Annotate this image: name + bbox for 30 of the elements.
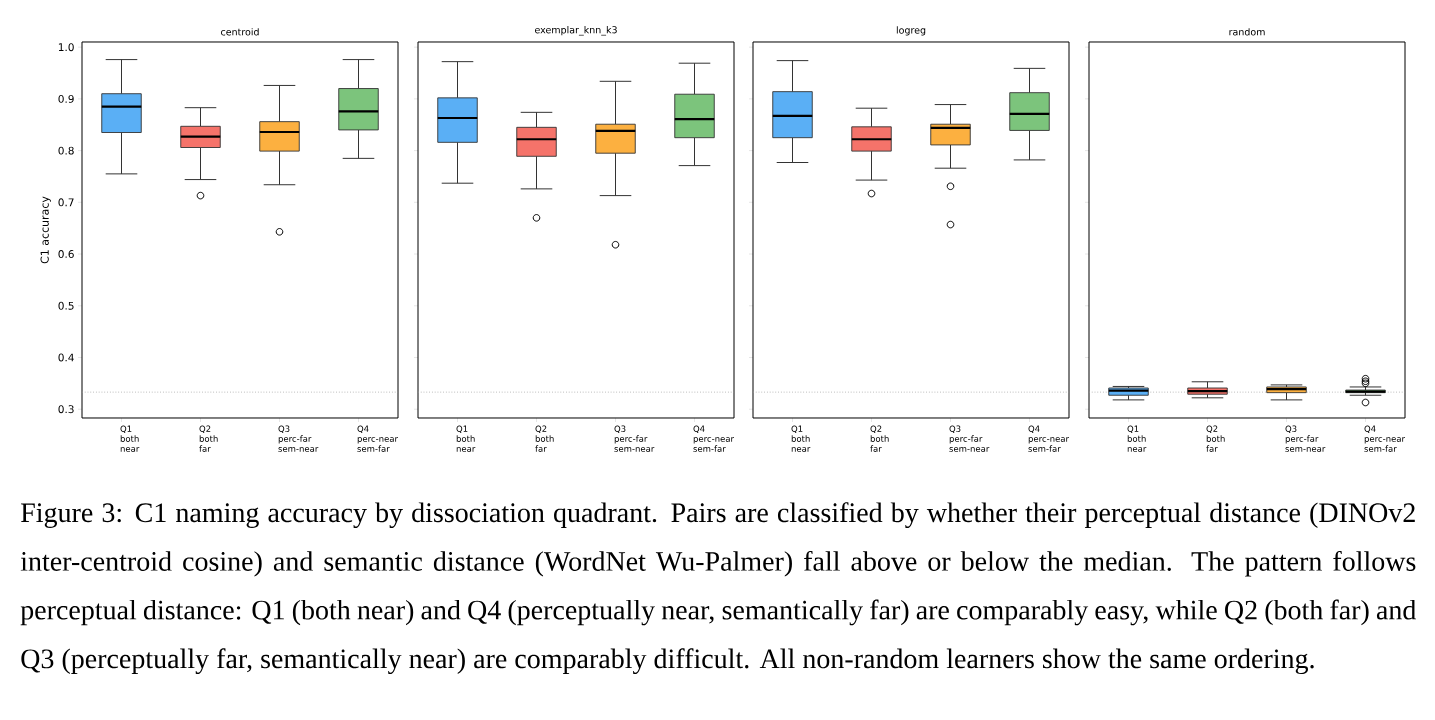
x-tick-label: Q4 perc-near sem-far xyxy=(693,425,735,452)
x-tick-label: Q4 perc-near sem-far xyxy=(1364,425,1406,452)
x-tick-label: Q4 perc-near sem-far xyxy=(357,425,399,452)
y-tick-label: 0.7 xyxy=(58,198,74,207)
x-tick-label: Q1 both near xyxy=(456,425,476,452)
x-tick-label: Q3 perc-far sem-near xyxy=(949,425,990,452)
x-tick-label: Q1 both near xyxy=(120,425,140,452)
y-tick-label: 0.9 xyxy=(58,94,74,103)
y-tick-label: 0.6 xyxy=(58,250,74,259)
x-tick-label: Q2 both far xyxy=(199,425,218,452)
chart-title: exemplar_knn_k3 xyxy=(534,26,617,36)
x-tick-label: Q1 both near xyxy=(1127,425,1147,452)
y-axis-title: C1 accuracy xyxy=(40,196,51,264)
chart-title: centroid xyxy=(221,28,259,36)
chart-title: random xyxy=(1229,28,1265,36)
y-tick-label: 1.0 xyxy=(58,43,74,52)
x-tick-label: Q2 both far xyxy=(870,425,889,452)
x-tick-label: Q3 perc-far sem-near xyxy=(614,425,655,452)
x-tick-label: Q2 both far xyxy=(535,425,554,452)
x-tick-label: Q3 perc-far sem-near xyxy=(1285,425,1326,452)
x-tick-label: Q3 perc-far sem-near xyxy=(278,425,319,452)
caption: Figure 3: C1 naming accuracy by dissociation quadrant. Pairs are classified by whether their perceptual distance (DINOv2 inter-centroid cosine) and semantic distance (WordNet Wu-Palmer) fall above or below the median. The pattern follows perceptual distance: Q1 (both near) and Q4 (perceptually near, semantically far) are comparably easy, while Q2 (both far) and Q3 (perceptually far, semantically near) are comparably difficult. All non-random learners show the same ordering. xyxy=(20,502,1417,675)
x-tick-label: Q1 both near xyxy=(791,425,811,452)
y-tick-label: 0.5 xyxy=(58,301,74,310)
y-tick-label: 0.3 xyxy=(58,405,74,414)
x-tick-label: Q2 both far xyxy=(1206,425,1225,452)
y-tick-label: 0.8 xyxy=(58,146,74,155)
chart-title: logreg xyxy=(896,26,926,36)
x-tick-label: Q4 perc-near sem-far xyxy=(1028,425,1070,452)
y-tick-label: 0.4 xyxy=(58,353,74,362)
